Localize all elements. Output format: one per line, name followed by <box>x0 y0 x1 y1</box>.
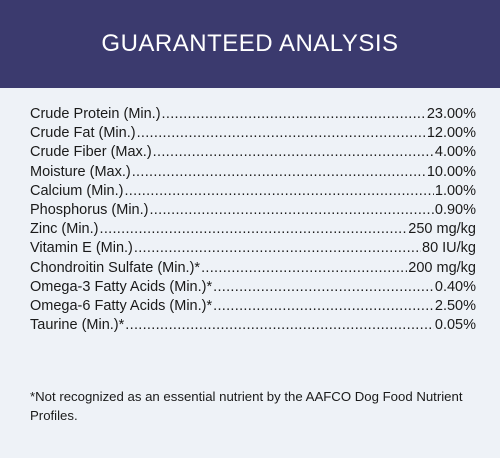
dot-leader <box>162 106 426 122</box>
nutrient-value: 10.00% <box>426 163 476 180</box>
nutrient-row-vitamin-e: Vitamin E (Min.) 80 IU/kg <box>30 240 476 259</box>
dot-leader <box>213 298 434 314</box>
dot-leader <box>137 125 426 141</box>
nutrient-label: Omega-6 Fatty Acids (Min.)* <box>30 297 213 314</box>
nutrient-label: Taurine (Min.)* <box>30 317 125 334</box>
nutrient-value: 23.00% <box>426 106 476 122</box>
dot-leader <box>132 164 426 180</box>
nutrient-value: 2.50% <box>434 297 476 314</box>
nutrient-value: 0.05% <box>434 317 476 334</box>
header-bar: GUARANTEED ANALYSIS <box>0 0 500 88</box>
dot-leader <box>99 221 407 237</box>
nutrient-row-phosphorus: Phosphorus (Min.) 0.90% <box>30 202 476 221</box>
dot-leader <box>124 183 433 199</box>
nutrient-value: 80 IU/kg <box>422 240 476 257</box>
page-title: GUARANTEED ANALYSIS <box>101 30 399 57</box>
nutrient-label: Crude Fat (Min.) <box>30 125 136 142</box>
dot-leader <box>201 260 407 276</box>
nutrient-row-calcium: Calcium (Min.) 1.00% <box>30 183 476 202</box>
nutrient-label: Crude Protein (Min.) <box>30 106 161 122</box>
nutrient-label: Vitamin E (Min.) <box>30 240 133 257</box>
nutrient-value: 0.90% <box>434 201 476 218</box>
dot-leader <box>153 144 434 160</box>
dot-leader <box>125 317 434 333</box>
nutrient-value: 12.00% <box>426 125 476 142</box>
nutrient-row-omega-3: Omega-3 Fatty Acids (Min.)* 0.40% <box>30 279 476 298</box>
nutrient-value: 4.00% <box>434 144 476 161</box>
nutrient-value: 250 mg/kg <box>408 221 476 238</box>
nutrient-row-moisture: Moisture (Max.) 10.00% <box>30 164 476 183</box>
nutrient-label: Omega-3 Fatty Acids (Min.)* <box>30 278 213 295</box>
nutrient-value: 200 mg/kg <box>408 259 476 276</box>
nutrient-value: 1.00% <box>434 182 476 199</box>
nutrient-row-omega-6: Omega-6 Fatty Acids (Min.)* 2.50% <box>30 298 476 317</box>
dot-leader <box>134 240 421 256</box>
nutrient-label: Zinc (Min.) <box>30 221 99 238</box>
nutrient-row-crude-fat: Crude Fat (Min.) 12.00% <box>30 125 476 144</box>
nutrient-label: Phosphorus (Min.) <box>30 201 149 218</box>
dot-leader <box>213 279 434 295</box>
dot-leader <box>149 202 433 218</box>
nutrient-row-taurine: Taurine (Min.)* 0.05% <box>30 317 476 336</box>
nutrient-list: Crude Protein (Min.) 23.00% Crude Fat (M… <box>30 106 476 336</box>
nutrient-label: Moisture (Max.) <box>30 163 131 180</box>
nutrient-label: Crude Fiber (Max.) <box>30 144 152 161</box>
nutrient-row-crude-fiber: Crude Fiber (Max.) 4.00% <box>30 144 476 163</box>
nutrient-label: Calcium (Min.) <box>30 182 124 199</box>
nutrient-row-zinc: Zinc (Min.) 250 mg/kg <box>30 221 476 240</box>
nutrient-row-crude-protein: Crude Protein (Min.) 23.00% <box>30 106 476 125</box>
nutrient-value: 0.40% <box>434 278 476 295</box>
nutrient-row-chondroitin: Chondroitin Sulfate (Min.)* 200 mg/kg <box>30 260 476 279</box>
nutrient-label: Chondroitin Sulfate (Min.)* <box>30 259 201 276</box>
footnote: *Not recognized as an essential nutrient… <box>30 389 463 423</box>
